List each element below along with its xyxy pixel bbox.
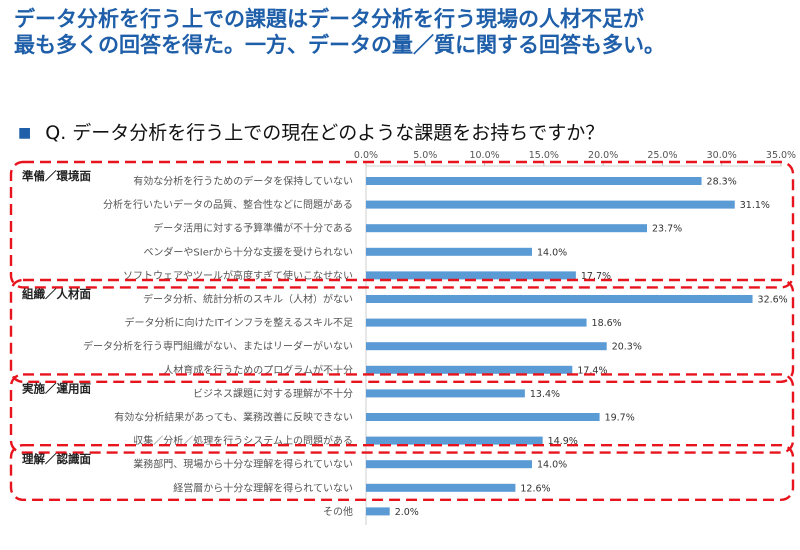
category-label: データ活用に対する予算準備が不十分である xyxy=(153,222,353,235)
question: ■ Q. データ分析を行う上での現在どのような課題をお持ちですか？ xyxy=(18,118,604,145)
bar xyxy=(366,295,753,303)
category-label: 収集／分析／処理を行うシステム上の問題がある xyxy=(133,434,353,447)
x-tick-label: 5.0% xyxy=(413,150,437,161)
group-box xyxy=(9,160,795,289)
group-box xyxy=(9,444,795,502)
bar xyxy=(366,483,516,492)
data-label: 14.9% xyxy=(548,436,578,447)
category-label: ベンダーやSIerから十分な支援を受けられない xyxy=(143,245,353,258)
x-tick-label: 25.0% xyxy=(647,150,677,161)
x-tick-label: 35.0% xyxy=(766,150,796,161)
headline-line-2: 最も多くの回答を得た。一方、データの量／質に関する回答も多い。 xyxy=(14,33,665,57)
data-label: 31.1% xyxy=(740,200,770,211)
data-label: 20.3% xyxy=(612,342,642,353)
headline-line-1: データ分析を行う上での課題はデータ分析を行う現場の人材不足が xyxy=(14,7,644,31)
group-box xyxy=(9,278,795,384)
headline: データ分析を行う上での課題はデータ分析を行う現場の人材不足が 最も多くの回答を得… xyxy=(14,6,794,58)
x-tick-label: 0.0% xyxy=(354,150,378,161)
data-label: 28.3% xyxy=(707,177,737,188)
bar xyxy=(366,507,390,516)
bar xyxy=(366,177,702,185)
category-label: 人材育成を行うためのプログラムが不十分 xyxy=(163,363,353,376)
bar xyxy=(366,224,648,233)
group-label: 組織／人材面 xyxy=(22,287,91,301)
question-text: Q. データ分析を行う上での現在どのような課題をお持ちですか？ xyxy=(45,122,605,144)
category-label: ソフトウェアやツールが高度すぎて使いこなせない xyxy=(123,269,353,282)
category-label: 分析を行いたいデータの品質、整合性などに問題がある xyxy=(103,198,353,211)
category-label: データ分析に向けたITインフラを整えるスキル不足 xyxy=(125,316,353,329)
x-tick-label: 20.0% xyxy=(588,150,618,161)
x-tick-label: 15.0% xyxy=(529,150,559,161)
data-label: 14.0% xyxy=(537,460,567,471)
bar xyxy=(366,342,607,351)
bar xyxy=(366,365,573,374)
data-label: 14.0% xyxy=(537,247,567,258)
group-label: 理解／認識面 xyxy=(22,452,91,466)
category-label: 業務部門、現場から十分な理解を得られていない xyxy=(133,458,353,471)
group-box xyxy=(9,373,795,454)
x-tick-label: 10.0% xyxy=(469,150,499,161)
category-label: データ分析、統計分析のスキル（人材）がない xyxy=(143,293,353,306)
group-label: 準備／環境面 xyxy=(22,169,91,183)
bar xyxy=(366,413,600,421)
group-label: 実施／運用面 xyxy=(22,381,91,395)
category-label: その他 xyxy=(323,505,353,518)
data-label: 12.6% xyxy=(520,483,550,494)
bar xyxy=(366,271,576,280)
bar xyxy=(366,247,532,256)
bar xyxy=(366,460,532,469)
data-label: 13.4% xyxy=(530,389,560,400)
data-label: 32.6% xyxy=(758,295,788,306)
bar xyxy=(366,200,735,209)
bar xyxy=(366,318,587,327)
category-label: 有効な分析結果があっても、業務改善に反映できない xyxy=(114,411,353,424)
data-label: 17.7% xyxy=(581,271,611,282)
data-label: 19.7% xyxy=(605,413,635,424)
data-label: 18.6% xyxy=(592,318,622,329)
category-label: 経営層から十分な理解を得られていない xyxy=(173,481,353,494)
square-bullet-icon: ■ xyxy=(18,125,32,141)
data-label: 23.7% xyxy=(652,224,682,235)
data-label: 17.4% xyxy=(577,365,607,376)
category-label: 有効な分析を行うためのデータを保持していない xyxy=(133,175,353,188)
data-label: 2.0% xyxy=(395,507,419,518)
bar xyxy=(366,436,543,445)
category-label: ビジネス課題に対する理解が不十分 xyxy=(193,387,353,400)
category-label: データ分析を行う専門組織がない、またはリーダーがいない xyxy=(83,340,353,353)
x-tick-label: 30.0% xyxy=(707,150,737,161)
bar xyxy=(366,389,525,398)
